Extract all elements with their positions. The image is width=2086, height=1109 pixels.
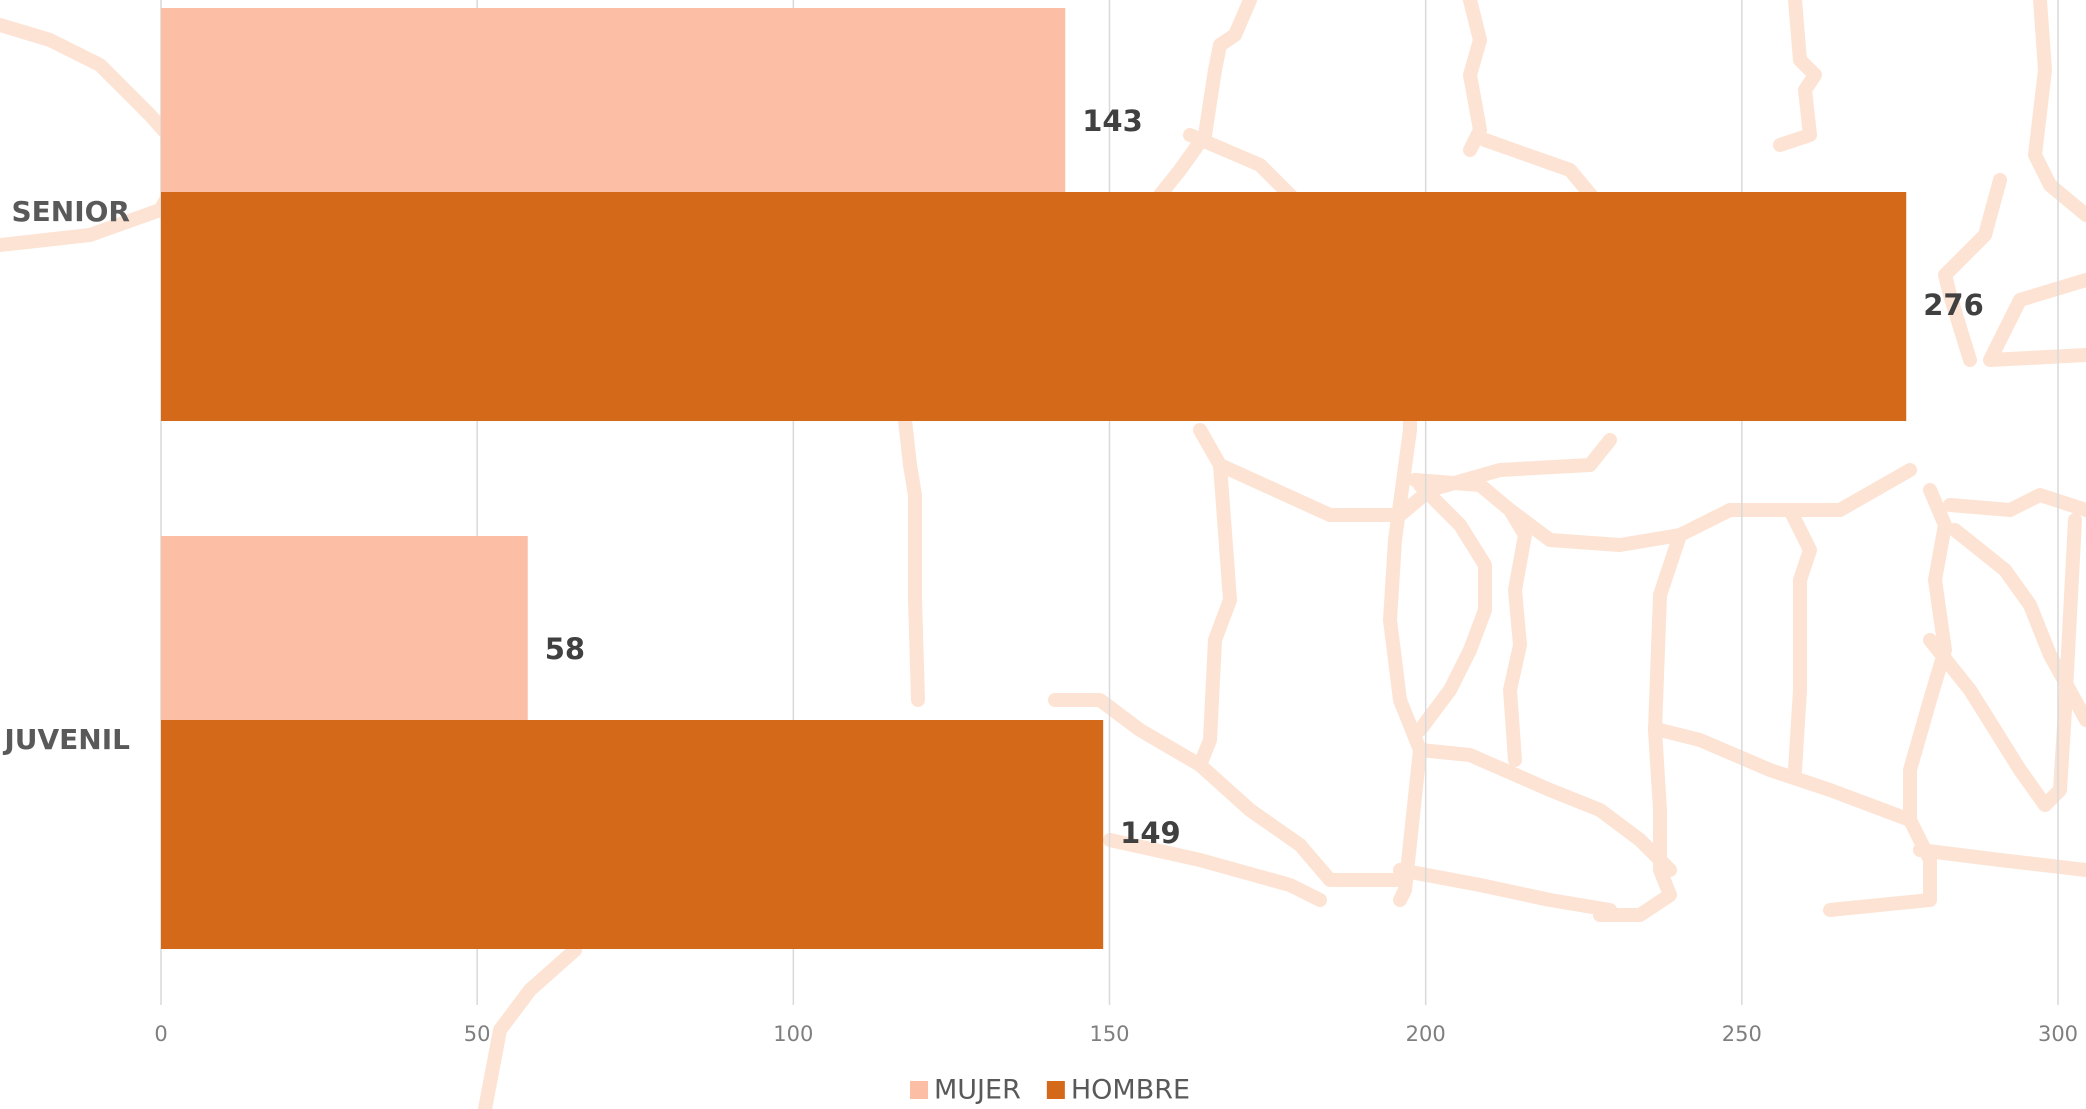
legend-label: HOMBRE (1071, 1075, 1190, 1106)
x-tick-label: 100 (773, 1022, 813, 1046)
bar (161, 192, 1907, 421)
legend-swatch (1046, 1081, 1065, 1099)
category-label: JUVENIL (2, 723, 130, 756)
value-label: 143 (1082, 104, 1143, 138)
bar (161, 720, 1104, 949)
x-tick-label: 0 (154, 1022, 167, 1046)
value-label: 149 (1120, 816, 1181, 850)
x-tick-label: 250 (1722, 1022, 1762, 1046)
x-tick-label: 150 (1089, 1022, 1129, 1046)
x-tick-label: 300 (2038, 1022, 2078, 1046)
x-tick-label: 200 (1406, 1022, 1446, 1046)
legend-swatch (910, 1081, 928, 1099)
x-tick-label: 50 (464, 1022, 491, 1046)
legend-label: MUJER (934, 1075, 1021, 1106)
value-label: 276 (1923, 288, 1984, 322)
value-label: 58 (545, 632, 585, 666)
category-label: SENIOR (11, 195, 130, 228)
